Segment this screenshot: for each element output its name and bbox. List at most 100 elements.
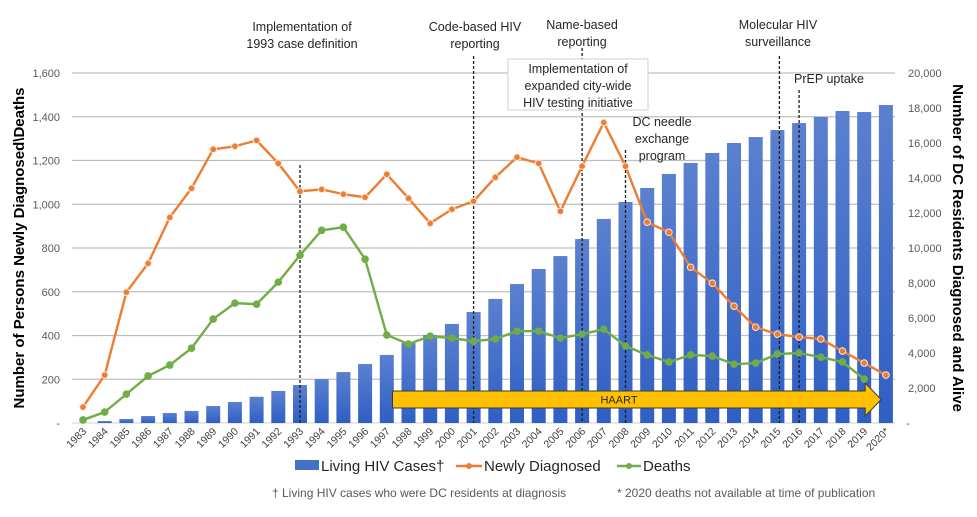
point-newly-diagnosed-2001 [469,197,478,205]
gridlines [72,72,895,424]
bar-1985 [119,418,134,423]
point-deaths-2005 [556,334,565,342]
point-deaths-1998 [404,340,413,348]
point-newly-diagnosed-2007 [600,118,608,127]
point-newly-diagnosed-1995 [339,190,348,198]
point-newly-diagnosed-1997 [383,170,391,179]
left-axis-title: Number of Persons Newly Diagnosed\Deaths [11,88,28,409]
legend-label-living-hiv-cases: Living HIV Cases† [321,458,444,475]
haart-arrow: HAART [392,381,882,418]
annotation-text: reporting [557,35,606,49]
point-newly-diagnosed-2004 [534,159,543,168]
bar-2020* [878,105,893,424]
bar-1990 [227,402,242,423]
bar-2004 [531,269,546,423]
annotation-text: DC needle [632,115,691,129]
annotation-6: PrEP uptake [794,72,864,86]
legend-label-deaths: Deaths [643,458,691,475]
right-tick-label: 10,000 [908,243,942,255]
point-newly-diagnosed-1992 [274,159,283,168]
annotation-5: Molecular HIV surveillance [739,18,818,49]
point-deaths-2004 [534,327,543,335]
left-axis-ticks: - 200 400 600 800 1,000 1,200 1,400 1,600 [32,68,60,430]
point-newly-diagnosed-1994 [317,185,326,194]
x-tick-label: 1987 [151,426,176,451]
x-tick-label: 1994 [303,426,328,451]
bar-1998 [401,343,416,423]
haart-label: HAART [600,395,637,407]
point-newly-diagnosed-2012 [708,279,717,288]
bar-2018 [835,110,850,423]
point-newly-diagnosed-1984 [100,371,109,379]
right-tick-label: 12,000 [908,208,942,220]
annotation-text: PrEP uptake [794,72,864,86]
point-deaths-2013 [730,360,738,368]
point-deaths-1990 [231,299,239,307]
annotation-text: 1993 case definition [246,37,357,51]
x-tick-label: 1990 [216,426,241,451]
annotation-text: expanded city-wide [524,79,631,93]
right-axis-ticks: - 2,000 4,000 6,000 8,000 10,000 12,000 14,000 1… [906,68,942,430]
point-newly-diagnosed-2010 [665,228,673,237]
point-deaths-1993 [296,251,304,260]
bar-1995 [336,372,351,423]
x-tick-label: 2018 [824,426,849,451]
annotations: Implementation of 1993 case definition Cod… [246,18,864,163]
x-tick-label: 1993 [281,426,306,451]
x-tick-label: 1998 [390,426,415,451]
right-tick-label: - [906,418,910,430]
left-tick-label: 600 [42,287,60,299]
annotation-3: Implementation of expanded city-wide HIV t… [507,58,649,111]
point-deaths-1988 [187,344,196,352]
point-newly-diagnosed-2003 [513,153,521,162]
point-newly-diagnosed-1993 [296,187,304,196]
point-newly-diagnosed-2002 [491,173,500,182]
bar-1992 [271,390,286,423]
bar-2016 [792,123,807,424]
point-newly-diagnosed-2020* [882,371,890,379]
annotation-lines [299,48,800,423]
point-deaths-2006 [578,330,586,338]
x-tick-label: 2002 [476,426,501,451]
bar-2015 [770,130,785,424]
point-newly-diagnosed-1988 [187,184,196,193]
point-deaths-2003 [513,327,521,335]
point-newly-diagnosed-1996 [361,193,369,202]
x-tick-label: 1989 [194,426,219,451]
point-deaths-1999 [426,332,435,340]
annotation-text: program [639,149,686,163]
point-newly-diagnosed-1986 [144,259,152,268]
point-newly-diagnosed-1989 [209,145,217,154]
annotation-text: Molecular HIV [739,18,818,32]
point-deaths-2019 [860,375,868,383]
right-tick-label: 18,000 [908,103,942,115]
point-newly-diagnosed-1990 [231,142,239,151]
point-deaths-2015 [773,350,782,358]
point-newly-diagnosed-1998 [404,194,413,203]
point-deaths-1989 [209,315,217,323]
x-tick-label: 2013 [715,426,740,451]
x-tick-label: 2004 [520,426,545,451]
x-tick-label: 2012 [693,426,718,451]
point-deaths-1997 [383,331,391,339]
point-newly-diagnosed-2000 [448,205,456,214]
bar-2010 [661,173,676,423]
point-deaths-1994 [317,226,326,235]
bar-1989 [206,406,221,423]
line-series [79,118,890,424]
point-deaths-2014 [751,359,760,367]
x-axis-ticks: 1983198419851986198719881989199019911992… [64,426,892,454]
legend-marker-newly-diagnosed [466,463,472,469]
annotation-2: Name-based reporting [546,18,618,49]
point-newly-diagnosed-2013 [730,302,738,310]
legend-label-newly-diagnosed: Newly Diagnosed [484,458,601,475]
bar-2007 [596,218,611,423]
x-tick-label: 1984 [86,426,111,451]
annotation-box [507,58,649,111]
bar-1997 [379,354,394,423]
x-tick-label: 1986 [129,426,154,451]
right-tick-label: 8,000 [908,278,936,290]
x-tick-label: 2016 [780,426,805,451]
bar-1991 [249,396,264,423]
